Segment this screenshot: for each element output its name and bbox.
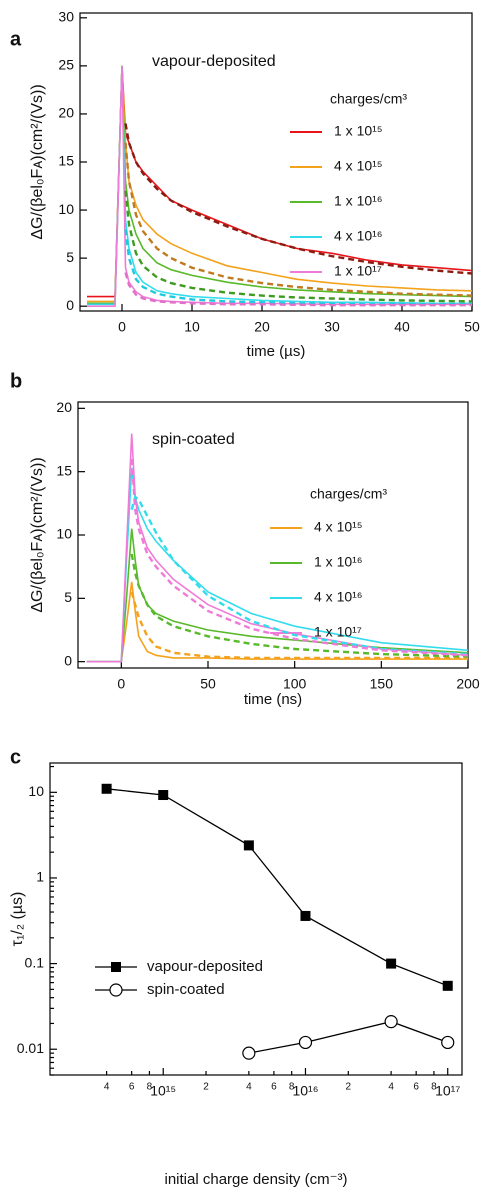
x-tick-label: 100 (283, 676, 307, 692)
legend-label: 1 x 10¹⁷ (334, 263, 382, 279)
marker (101, 783, 112, 794)
x-tick-label: 4 (104, 1082, 110, 1093)
legend-marker (111, 962, 121, 972)
y-tick-label: 30 (58, 9, 74, 25)
y-tick-label: 15 (56, 462, 72, 478)
x-tick-label: 2 (203, 1082, 209, 1093)
x-tick-label: 200 (456, 676, 480, 692)
legend-label: 1 x 10¹⁵ (334, 123, 383, 139)
marker (442, 980, 453, 991)
panel-label: c (10, 746, 21, 768)
y-axis-label: τ₁/₂ (µs) (9, 892, 26, 947)
data-line (87, 65, 473, 303)
legend-marker (109, 983, 123, 997)
x-tick-label: 8 (289, 1082, 295, 1093)
x-tick-label: 10¹⁷ (435, 1083, 460, 1099)
x-axis-label: time (µs) (247, 343, 306, 360)
legend-label: 1 x 10¹⁷ (314, 624, 362, 640)
legend-label: vapour-deposited (147, 958, 263, 975)
y-tick-label: 0 (66, 297, 74, 313)
x-tick-label: 6 (413, 1082, 419, 1093)
panel-label: b (10, 370, 22, 392)
y-tick-label: 15 (58, 153, 74, 169)
y-tick-label: 0.01 (17, 1040, 44, 1056)
data-line (87, 65, 472, 307)
legend-label: 1 x 10¹⁶ (334, 193, 383, 209)
fit-line (124, 272, 472, 307)
x-tick-label: 10 (184, 319, 200, 335)
legend-label: 4 x 10¹⁵ (334, 158, 383, 174)
y-tick-label: 5 (64, 589, 72, 605)
x-tick-label: 2 (346, 1082, 352, 1093)
x-tick-label: 8 (431, 1082, 437, 1093)
x-axis-label: initial charge density (cm⁻³) (165, 1171, 348, 1188)
y-tick-label: 5 (66, 249, 74, 265)
y-tick-label: 20 (56, 399, 72, 415)
data-line (86, 433, 469, 663)
x-tick-label: 4 (246, 1082, 252, 1093)
legend-label: 4 x 10¹⁶ (314, 589, 363, 605)
marker (300, 910, 311, 921)
fit-line (124, 190, 473, 303)
marker (298, 1035, 313, 1050)
x-tick-label: 50 (464, 319, 480, 335)
marker (243, 840, 254, 851)
panel-title: vapour-deposited (152, 53, 276, 70)
marker (158, 790, 169, 801)
y-tick-label: 0.1 (25, 954, 45, 970)
fit-line (130, 458, 469, 657)
y-axis-label: ΔG/(βel₀Fᴀ)(cm²/(Vs)) (29, 457, 46, 612)
x-axis-label: time (ns) (244, 691, 302, 708)
y-tick-label: 25 (58, 57, 74, 73)
x-tick-label: 6 (129, 1082, 135, 1093)
legend-label: 1 x 10¹⁶ (314, 554, 363, 570)
y-tick-label: 10 (58, 201, 74, 217)
data-line (248, 1020, 448, 1054)
legend-label: 4 x 10¹⁶ (334, 228, 383, 244)
y-tick-label: 1 (36, 869, 44, 885)
legend-title: charges/cm³ (330, 91, 407, 107)
marker (242, 1046, 256, 1060)
legend-label: spin-coated (147, 981, 225, 998)
panel-label: a (10, 28, 22, 50)
x-tick-label: 0 (118, 319, 126, 335)
x-tick-label: 6 (271, 1082, 277, 1093)
fit-line (130, 495, 469, 656)
data-line (87, 65, 473, 298)
x-tick-label: 4 (388, 1082, 394, 1093)
x-tick-label: 50 (200, 676, 216, 692)
x-tick-label: 150 (370, 676, 394, 692)
panel-title: spin-coated (152, 431, 235, 448)
marker (441, 1035, 455, 1050)
y-axis-label: ΔG/(βel₀Fᴀ)(cm²/(Vs)) (29, 84, 46, 239)
marker (384, 1015, 398, 1029)
x-tick-label: 40 (394, 319, 410, 335)
y-tick-label: 10 (56, 526, 72, 542)
x-tick-label: 30 (324, 319, 340, 335)
fit-line (124, 123, 473, 275)
x-tick-label: 8 (147, 1082, 153, 1093)
data-line (106, 788, 448, 987)
fit-line (130, 553, 469, 658)
x-tick-label: 10¹⁶ (292, 1083, 318, 1099)
plot-frame (49, 762, 463, 1076)
marker (386, 958, 397, 969)
y-tick-label: 10 (28, 783, 44, 799)
y-tick-label: 0 (64, 652, 72, 668)
fit-line (124, 142, 473, 297)
x-tick-label: 20 (254, 319, 270, 335)
y-tick-label: 20 (58, 105, 74, 121)
legend-title: charges/cm³ (310, 486, 387, 502)
fit-line (130, 591, 468, 660)
x-tick-label: 10¹⁵ (150, 1083, 176, 1099)
x-tick-label: 0 (117, 676, 125, 692)
legend-label: 4 x 10¹⁵ (314, 519, 363, 535)
